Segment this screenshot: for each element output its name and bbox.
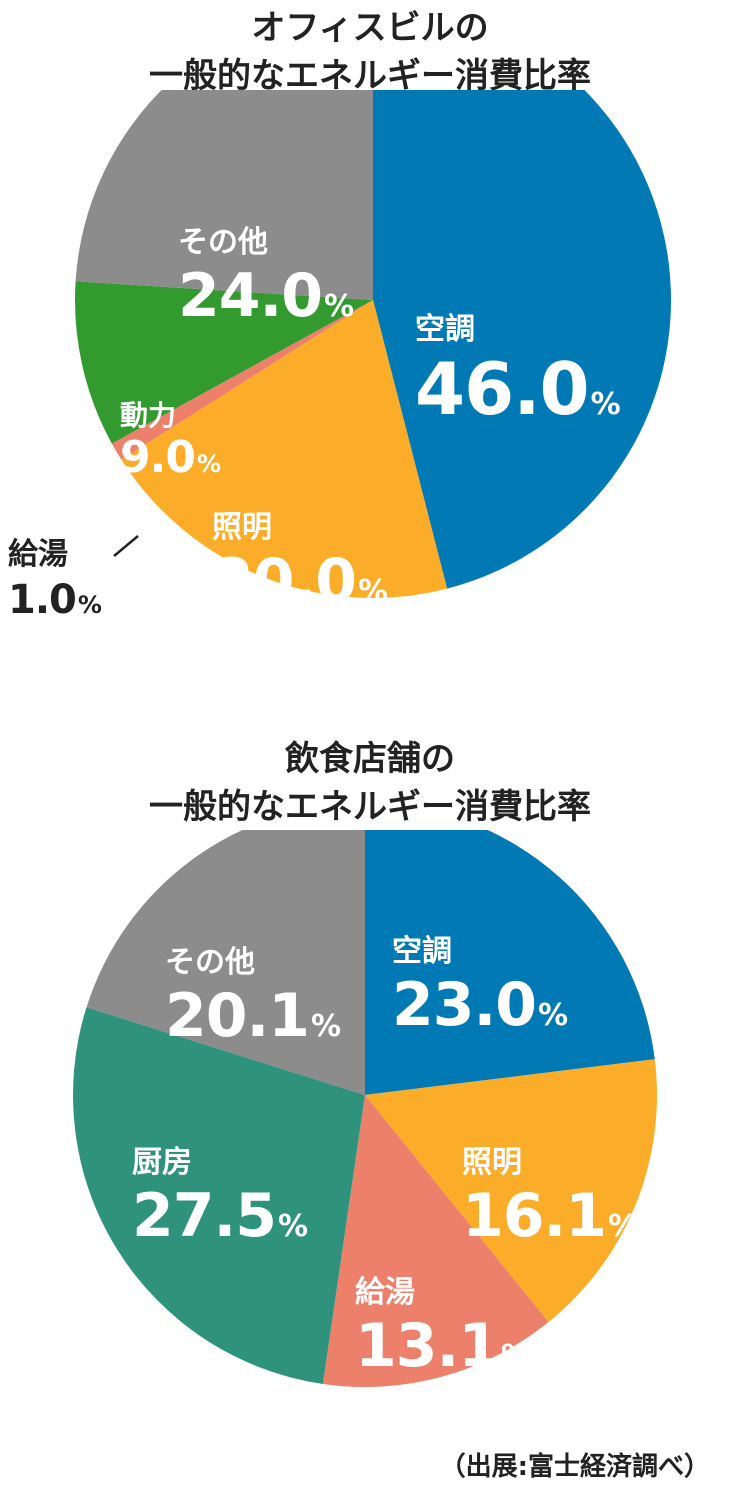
chart-1-value-1: 20.0% [212,546,388,616]
chart-2-category-2: 給湯 [355,1275,415,1310]
chart-1-value-0: 46.0% [415,347,621,431]
chart-2-category-3: 厨房 [132,1145,192,1180]
chart-2-value-3: 27.5% [132,1181,308,1251]
chart-1-label-2: 給湯 1.0% [8,537,102,623]
chart-1-category-4: その他 [178,225,268,260]
chart-2-title-line-1: 飲食店舗の [285,739,455,779]
chart-2-label-1: 照明 16.1% [462,1145,638,1251]
chart-2-title-line-2: 一般的なエネルギー消費比率 [149,787,591,827]
chart-2-slice-2 [322,1095,549,1387]
chart-2-category-4: その他 [165,945,255,980]
chart-2-slice-4 [86,830,365,1095]
chart-2-label-3: 厨房 27.5% [132,1145,308,1251]
chart-1-category-2: 給湯 [8,537,68,572]
chart-1-slice-0 [373,90,671,589]
chart-2-slice-3 [72,1007,366,1384]
chart-1-leader-line [113,535,139,557]
chart-1-label-0: 空調 46.0% [415,312,621,431]
chart-2-label-4: その他 20.1% [165,945,341,1051]
chart-2-title: 飲食店舗の 一般的なエネルギー消費比率 [0,735,745,831]
chart-2-value-1: 16.1% [462,1181,638,1251]
chart-2-value-4: 20.1% [165,981,341,1051]
chart-1-slice-1 [121,300,448,598]
chart-2-value-2: 13.1% [355,1311,531,1381]
chart-1-value-4: 24.0% [178,261,354,331]
chart-2-value-0: 23.0% [392,970,568,1040]
chart-1-category-0: 空調 [415,312,475,347]
chart-2-label-2: 給湯 13.1% [355,1275,531,1381]
chart-1-category-3: 動力 [120,399,177,432]
chart-2-category-1: 照明 [462,1145,522,1180]
chart-2-svg [72,830,657,1387]
chart-1-slice-3 [74,281,373,444]
chart-1-value-3: 9.0% [120,432,221,483]
chart-1-label-3: 動力 9.0% [120,399,221,483]
chart-1-title-line-1: オフィスビルの [251,8,489,48]
chart-1-slice-4 [75,90,373,300]
chart-1-pie: 空調 46.0% 照明 20.0% 給湯 1.0% 動力 9.0% その他 24… [0,90,750,700]
chart-2-label-0: 空調 23.0% [392,934,568,1040]
chart-1-value-2: 1.0% [8,577,102,623]
chart-2-slice-1 [365,1059,657,1323]
chart-2-category-0: 空調 [392,934,452,969]
chart-1-label-4: その他 24.0% [178,225,354,331]
chart-1-category-1: 照明 [212,510,272,545]
chart-1-slice-2 [111,300,374,460]
chart-1-title: オフィスビルの 一般的なエネルギー消費比率 [0,4,745,100]
source-note: （出展:富士経済調べ） [439,1452,710,1482]
chart-2-slice-0 [365,830,655,1095]
chart-2-pie: 空調 23.0% 照明 16.1% 給湯 13.1% 厨房 27.5% その他 … [0,830,750,1430]
chart-1-svg [74,90,671,598]
chart-1-label-1: 照明 20.0% [212,510,388,616]
